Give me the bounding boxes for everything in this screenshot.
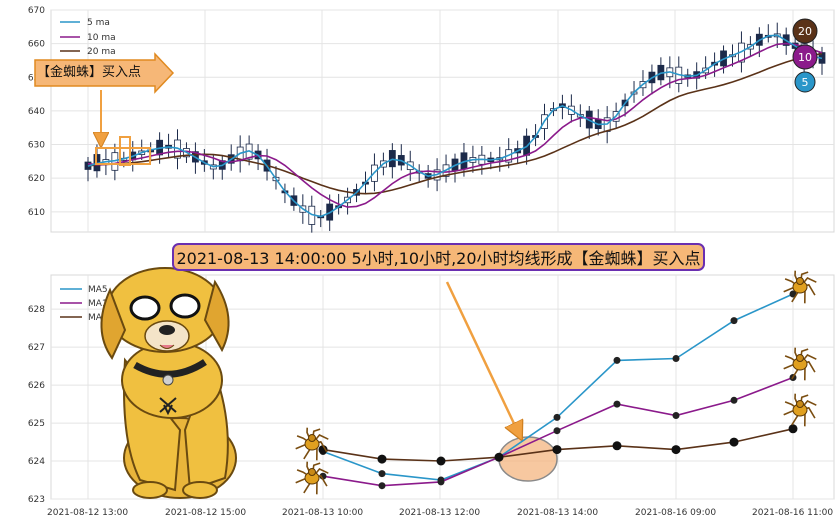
bottom-ma20-point xyxy=(612,441,622,451)
bottom-ma20-point xyxy=(729,437,739,447)
top-legend-20ma: 20 ma xyxy=(87,47,116,57)
bottom-ma20-point xyxy=(436,456,446,466)
bottom-ytick-label: 627 xyxy=(28,343,45,353)
bottom-xtick-label: 2021-08-13 12:00 xyxy=(399,508,480,518)
badge-10-label: 10 xyxy=(798,51,812,64)
spider-icon xyxy=(783,270,817,304)
top-plot-area xyxy=(50,9,835,233)
top-ytick-label: 630 xyxy=(28,141,45,151)
bottom-ma5-point xyxy=(730,317,738,325)
bottom-xtick-label: 2021-08-12 13:00 xyxy=(47,508,128,518)
badge-5 xyxy=(794,71,816,93)
spider-icon xyxy=(295,461,329,495)
bottom-legend-ma20: MA20 xyxy=(88,313,114,323)
bottom-ma10-point xyxy=(613,400,621,408)
bottom-ma5-point xyxy=(553,413,561,421)
bottom-ma5-point xyxy=(613,356,621,364)
bottom-ma20-point xyxy=(318,445,328,455)
bottom-xtick-label: 2021-08-16 09:00 xyxy=(635,508,716,518)
top-ytick-label: 610 xyxy=(28,208,45,218)
bottom-ma5-point xyxy=(789,290,797,298)
bottom-xtick-label: 2021-08-13 14:00 xyxy=(517,508,598,518)
bottom-ma20-point xyxy=(377,454,387,464)
spider-icon xyxy=(783,393,817,427)
top-ma10-line xyxy=(87,42,823,208)
golden-spider-banner: 2021-08-13 14:00:00 5小时,10小时,20小时均线形成【金蜘… xyxy=(172,243,705,271)
bottom-ma5-point xyxy=(378,470,386,478)
spider-icon xyxy=(295,427,329,461)
bottom-ma20-point xyxy=(671,445,681,455)
top-legend-5ma: 5 ma xyxy=(87,18,110,28)
bottom-ma20-point xyxy=(552,445,562,455)
bottom-legend-ma5: MA5 xyxy=(88,285,108,295)
golden-spider-pointer-arrow xyxy=(445,281,518,432)
bottom-xtick-label: 2021-08-16 11:00 xyxy=(752,508,833,518)
bottom-ma20-point xyxy=(494,452,504,462)
top-ytick-label: 670 xyxy=(28,6,45,16)
bottom-ytick-label: 625 xyxy=(28,419,45,429)
top-ytick-label: 640 xyxy=(28,107,45,117)
buy-point-label: 【金蜘蛛】买入点 xyxy=(37,65,142,80)
bottom-ma20-point xyxy=(788,424,798,434)
top-legend: 5 ma 10 ma 20 ma xyxy=(60,18,116,57)
badge-20-label: 20 xyxy=(798,25,812,38)
bottom-xtick-label: 2021-08-12 15:00 xyxy=(165,508,246,518)
buy-candle-highlight xyxy=(119,136,131,166)
bottom-legend: MA5 MA10 MA20 xyxy=(60,285,114,323)
top-ma5-line xyxy=(87,34,823,218)
bottom-ytick-label: 624 xyxy=(28,457,45,467)
bottom-ma10-point xyxy=(672,412,680,419)
top-ytick-label: 620 xyxy=(28,174,45,184)
bottom-ytick-label: 628 xyxy=(28,305,45,315)
spider-icons xyxy=(295,270,817,495)
bottom-ma10-point xyxy=(730,396,738,404)
badge-10 xyxy=(792,44,818,70)
bottom-ytick-label: 626 xyxy=(28,381,45,391)
bottom-ma10-point xyxy=(437,478,445,486)
top-ytick-label: 660 xyxy=(28,40,45,50)
spider-dog-mascot-illustration xyxy=(100,267,237,499)
bottom-ma5-point xyxy=(672,355,680,362)
badge-5-label: 5 xyxy=(802,76,809,89)
ma-badges: 20 10 5 xyxy=(792,18,818,93)
buy-point-arrow-label xyxy=(34,52,175,94)
top-ma20-line xyxy=(87,52,823,195)
spider-icon xyxy=(783,347,817,381)
bottom-legend-ma10: MA10 xyxy=(88,299,114,309)
bottom-ma10-point xyxy=(553,427,561,435)
bottom-xtick-label: 2021-08-13 10:00 xyxy=(282,508,363,518)
bottom-ma10-point xyxy=(378,482,386,490)
bottom-ytick-label: 623 xyxy=(28,495,45,505)
top-legend-10ma: 10 ma xyxy=(87,33,116,43)
badge-20 xyxy=(792,18,818,44)
